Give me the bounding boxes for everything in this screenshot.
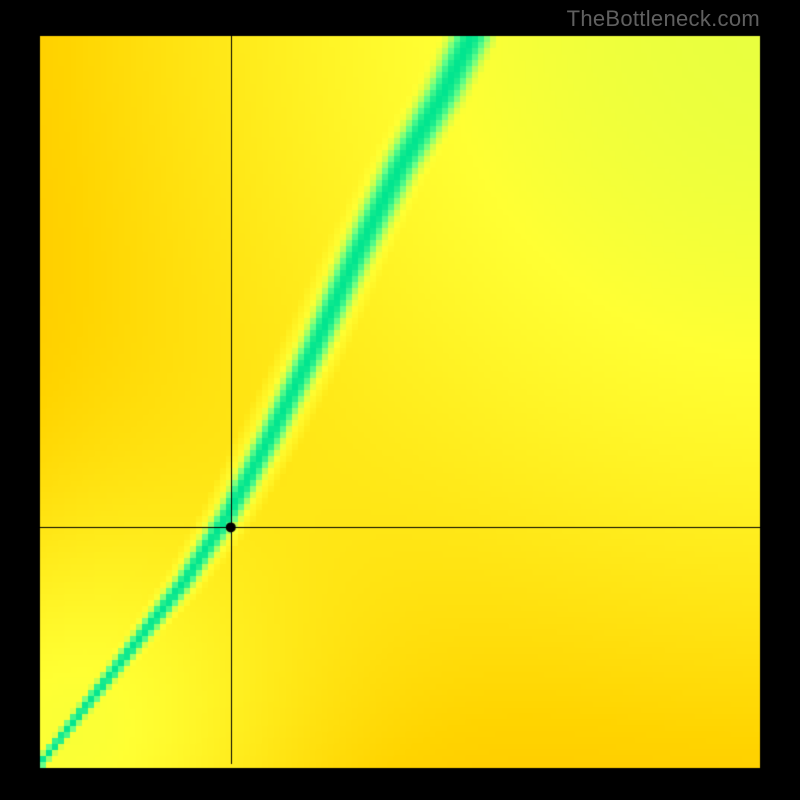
chart-container: TheBottleneck.com: [0, 0, 800, 800]
watermark-text: TheBottleneck.com: [567, 6, 760, 32]
bottleneck-heatmap: [0, 0, 800, 800]
